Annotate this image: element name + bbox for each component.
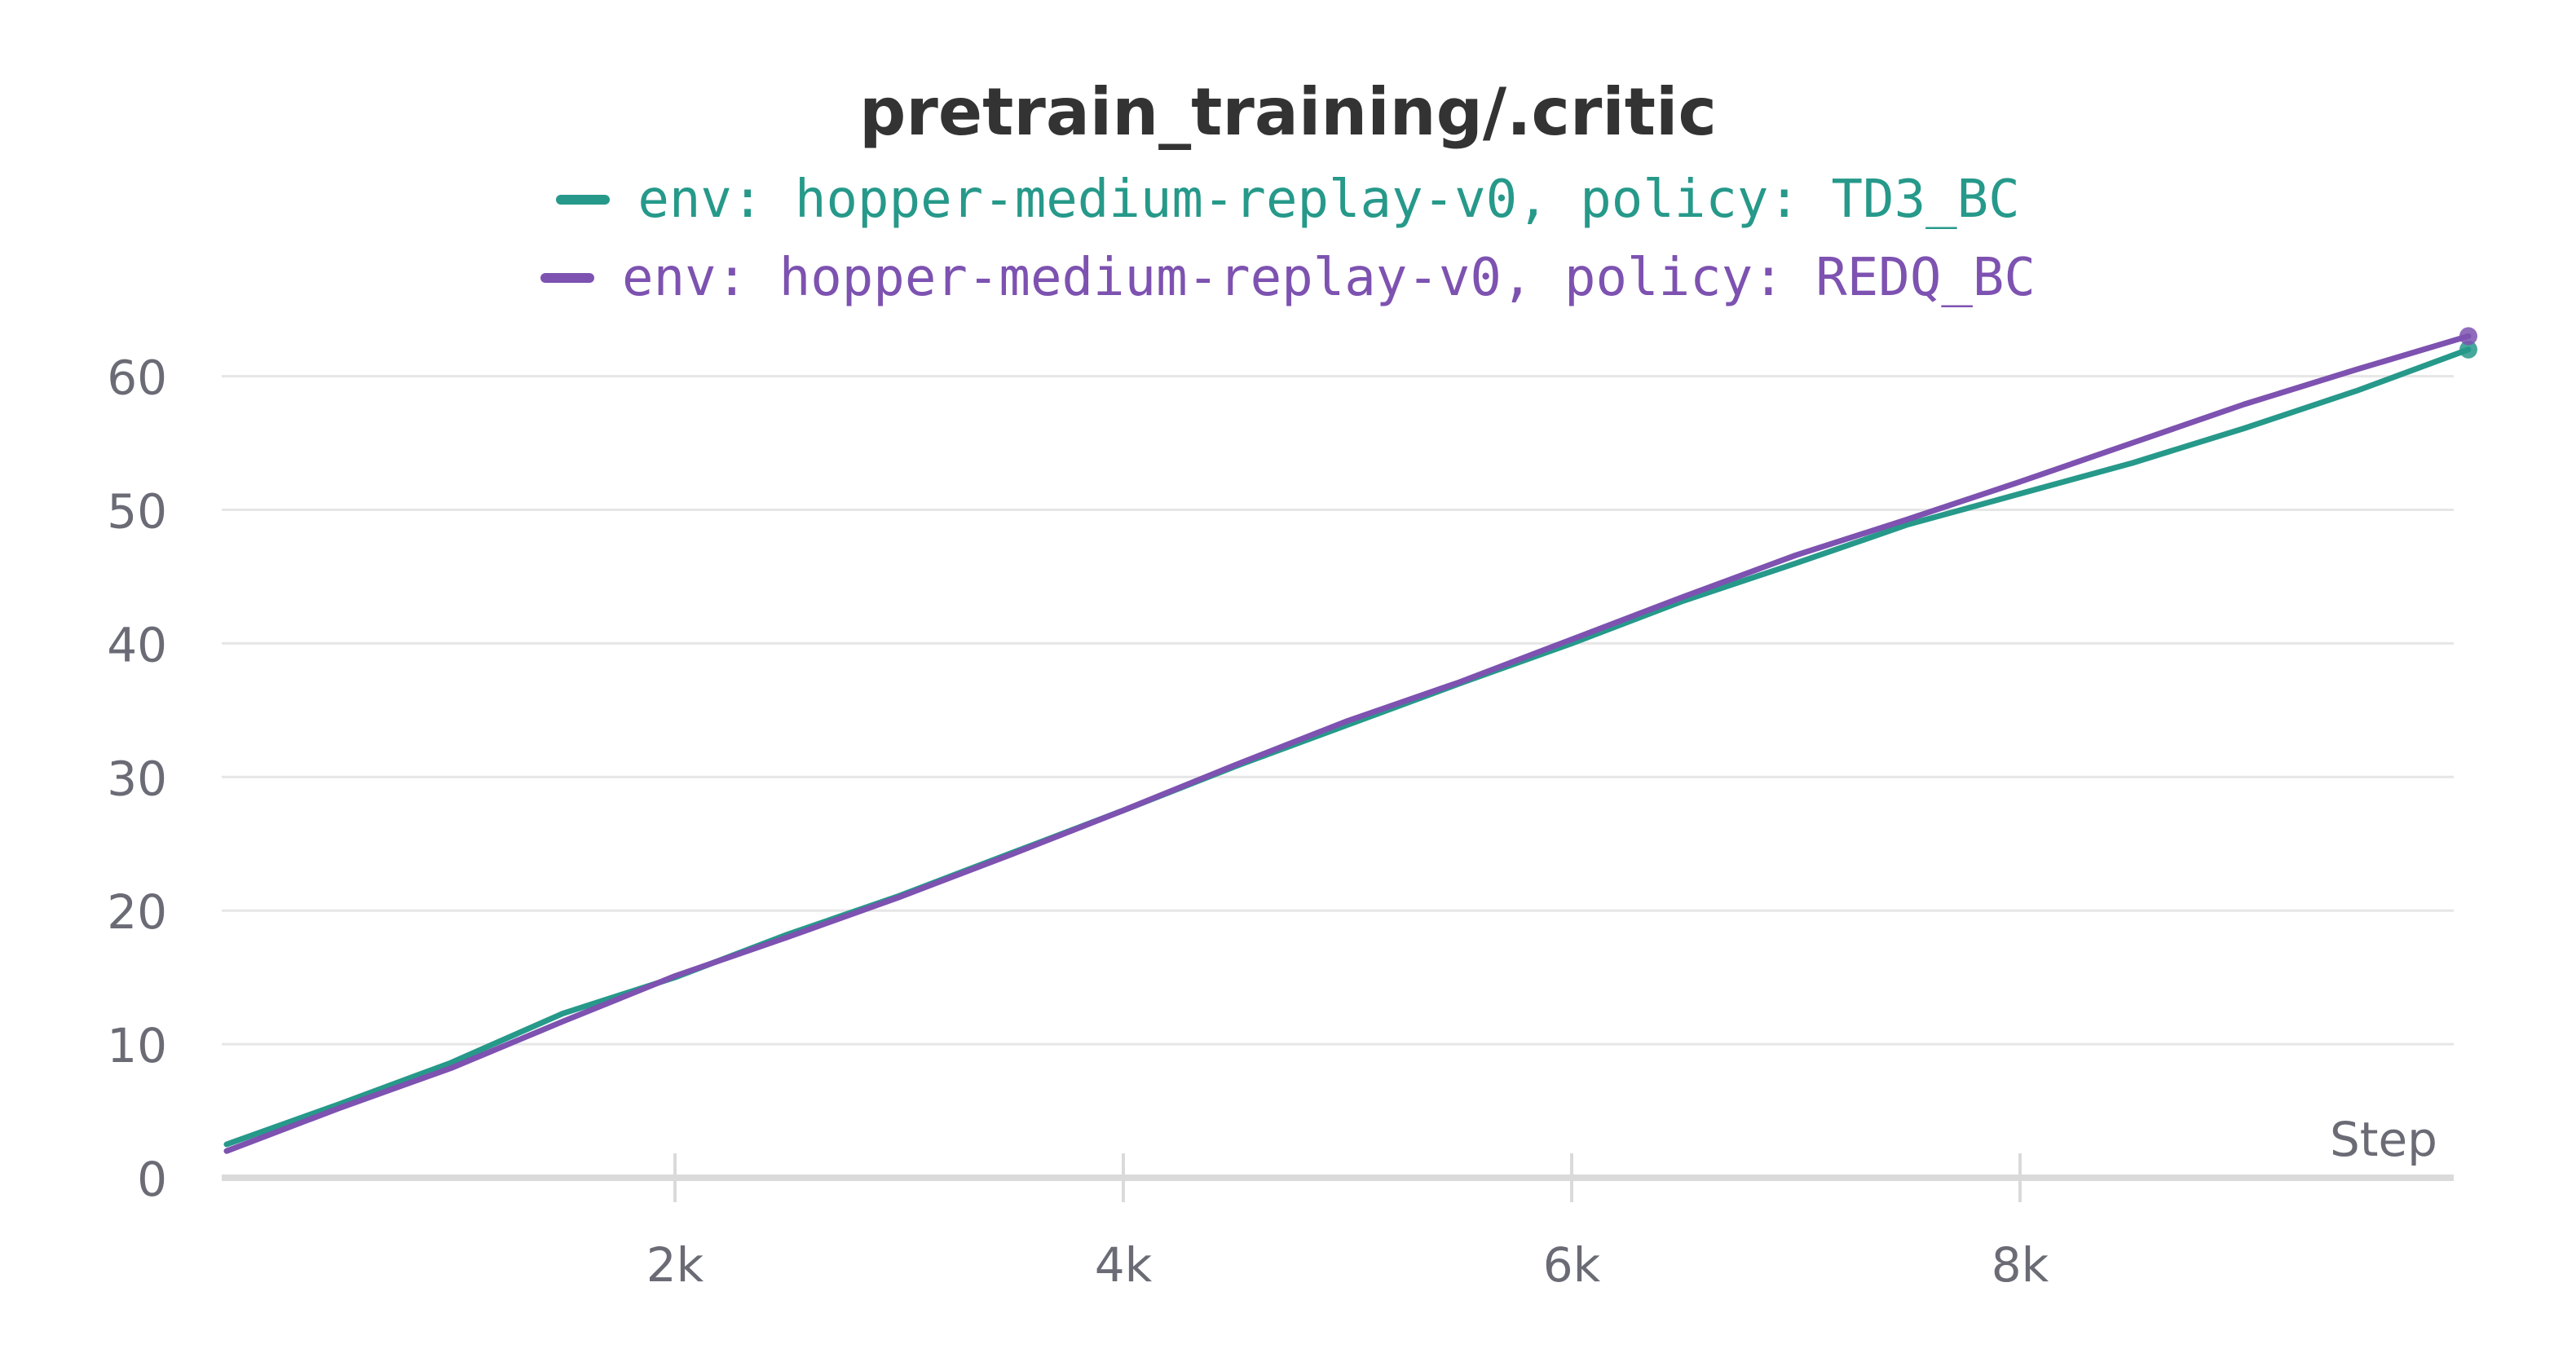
legend-swatch-td3bc	[556, 195, 611, 205]
x-tick-label: 4k	[1095, 1237, 1153, 1293]
series-point-td3bc[interactable]	[2459, 340, 2477, 359]
series-line-td3bc[interactable]	[223, 346, 2472, 1148]
legend-label-redqbc: env: hopper-medium-replay-v0, policy: RE…	[622, 248, 2036, 308]
x-tick-label: 6k	[1543, 1237, 1601, 1293]
legend-swatch-redqbc	[540, 273, 595, 283]
legend-entry-redqbc[interactable]: env: hopper-medium-replay-v0, policy: RE…	[0, 241, 2576, 315]
y-tick-label: 10	[107, 1018, 167, 1073]
y-tick-label: 20	[107, 884, 167, 940]
chart-title: pretrain_training/.critic	[859, 74, 1717, 150]
x-tick-label: 8k	[1992, 1237, 2049, 1293]
series-point-redqbc[interactable]	[2459, 327, 2477, 346]
x-axis-label: Step	[2330, 1112, 2437, 1167]
legend-label-td3bc: env: hopper-medium-replay-v0, policy: TD…	[637, 170, 2020, 230]
y-tick-label: 0	[137, 1152, 167, 1207]
x-tick-label: 2k	[646, 1237, 704, 1293]
y-tick-label: 30	[107, 751, 167, 806]
series-line-redqbc[interactable]	[223, 333, 2472, 1154]
y-tick-label: 40	[107, 617, 167, 672]
y-tick-label: 50	[107, 484, 167, 540]
y-tick-label: 60	[107, 350, 167, 406]
legend-entry-td3bc[interactable]: env: hopper-medium-replay-v0, policy: TD…	[0, 163, 2576, 236]
